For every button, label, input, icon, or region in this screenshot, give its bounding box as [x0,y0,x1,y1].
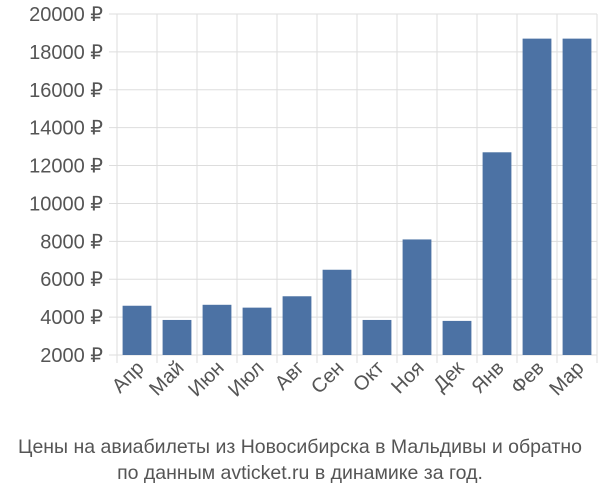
chart-caption-line-2: по данным avticket.ru в динамике за год. [117,462,483,484]
x-tick-label: Май [145,357,188,400]
y-tick-label: 8000 ₽ [40,231,103,253]
y-tick-label: 14000 ₽ [29,118,103,140]
x-tick-label: Ноя [387,357,428,398]
gridlines [109,13,598,363]
bar [162,319,192,355]
bar [522,38,552,355]
bar [482,152,512,355]
bar [362,319,392,355]
bar [122,305,152,355]
y-tick-label: 16000 ₽ [29,80,103,102]
y-tick-label: 4000 ₽ [40,307,103,329]
x-tick-label: Июн [184,357,228,401]
bar-chart: 2000 ₽ 4000 ₽ 6000 ₽ 8000 ₽ 10000 ₽ 12000 ₽ 14… [29,4,598,401]
x-tick-label: Окт [349,357,388,396]
x-tick-label: Мар [545,357,588,400]
x-tick-label: Апр [108,357,149,398]
bar [242,307,272,355]
y-tick-label: 2000 ₽ [40,345,103,367]
bars [122,38,592,355]
bar [442,320,472,355]
x-tick-label: Янв [467,357,508,398]
chart-caption-line-1: Цены на авиабилеты из Новосибирска в Мал… [18,436,582,458]
bar [562,38,592,355]
y-tick-label: 20000 ₽ [29,4,103,26]
y-tick-label: 6000 ₽ [40,269,103,291]
bar [402,239,432,355]
bar [202,304,232,355]
y-tick-label: 18000 ₽ [29,42,103,64]
x-tick-label: Сен [307,357,348,398]
x-tick-label: Июл [224,357,268,401]
y-tick-labels: 2000 ₽ 4000 ₽ 6000 ₽ 8000 ₽ 10000 ₽ 12000 ₽ 14… [29,4,103,367]
y-tick-label: 12000 ₽ [29,156,103,178]
x-tick-label: Дек [429,357,468,396]
bar [322,269,352,355]
x-tick-label: Фев [507,357,549,399]
bar [282,296,312,355]
y-tick-label: 10000 ₽ [29,193,103,215]
